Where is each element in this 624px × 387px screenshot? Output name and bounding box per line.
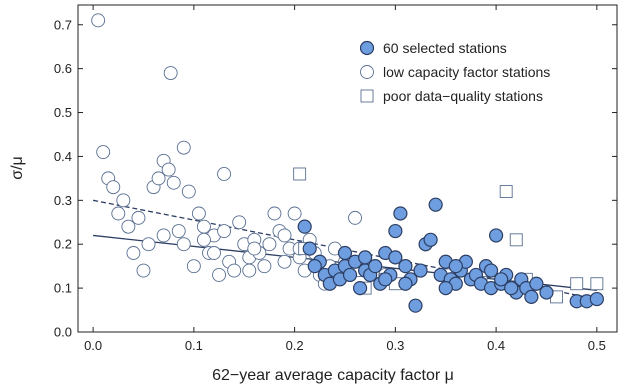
low-capacity-point (91, 13, 106, 28)
low-capacity-point (348, 210, 363, 225)
legend-marker (359, 40, 375, 56)
selected-station-point (483, 263, 499, 278)
low-capacity-point (242, 263, 257, 278)
selected-station-point (504, 281, 519, 296)
low-capacity-point (196, 219, 211, 234)
low-capacity-point (196, 232, 211, 247)
legend-label: poor data−quality stations (383, 88, 543, 104)
selected-station-point (494, 272, 509, 287)
selected-station-point (337, 245, 353, 261)
selected-station-point (368, 259, 383, 274)
y-axis-ticks: 0.0 0.1 0.2 0.3 0.4 0.5 0.6 0.7 (54, 17, 617, 340)
low-capacity-point (96, 145, 111, 159)
x-axis-label: 62−year average capacity factor μ (212, 367, 454, 384)
selected-station-point (393, 206, 408, 221)
x-axis-ticks: 0.0 0.1 0.2 0.3 0.4 0.5 (84, 5, 606, 353)
low-capacity-point (191, 206, 206, 221)
low-capacity-point (156, 228, 171, 243)
low-capacity-point (207, 246, 221, 260)
selected-station-point (398, 259, 413, 274)
x-tick-label: 0.4 (487, 338, 505, 353)
low-capacity-point (121, 219, 136, 234)
selected-station-point (297, 219, 312, 234)
selected-station-point (413, 263, 428, 278)
y-tick-label: 0.2 (54, 237, 72, 252)
selected-station-point (342, 267, 358, 283)
low-capacity-point (181, 184, 196, 199)
selected-station-point (302, 241, 317, 256)
low-capacity-point (287, 206, 302, 221)
selected-station-point (539, 285, 554, 300)
selected-station-point (388, 223, 403, 239)
y-axis-label: σ/μ (9, 156, 26, 180)
selected-station-point (428, 197, 443, 212)
low-capacity-point (232, 215, 247, 230)
selected-station-point (489, 228, 504, 243)
low-capacity-point (106, 180, 121, 195)
low-capacity-point (227, 263, 242, 278)
low-capacity-point (161, 162, 176, 177)
y-tick-label: 0.0 (54, 325, 72, 340)
selected-station-point (408, 298, 423, 313)
low-capacity-point (136, 263, 151, 278)
y-tick-label: 0.5 (54, 105, 72, 120)
selected-station-point (524, 289, 539, 304)
y-tick-label: 0.1 (54, 281, 72, 296)
selected-station-point (529, 276, 544, 291)
low-capacity-point (277, 228, 292, 243)
poor-quality-point (570, 277, 584, 291)
low-capacity-point (126, 246, 141, 260)
poor-quality-point (509, 233, 523, 247)
low-capacity-point (176, 140, 191, 155)
low-capacity-point (217, 224, 232, 238)
low-capacity-point (217, 167, 232, 181)
selected-station-point (388, 250, 403, 265)
selected-station-point (378, 272, 393, 287)
y-tick-label: 0.4 (54, 149, 72, 164)
legend: 60 selected stations low capacity factor … (359, 40, 550, 104)
y-tick-label: 0.6 (54, 61, 72, 76)
low-capacity-point (151, 171, 166, 186)
legend-marker (360, 89, 374, 103)
low-capacity-point (277, 254, 292, 269)
legend-label: 60 selected stations (383, 40, 507, 56)
x-tick-label: 0.1 (185, 338, 203, 353)
selected-station-point (589, 291, 604, 307)
low-capacity-point (212, 267, 226, 282)
selected-station-point (438, 281, 453, 296)
low-capacity-point (186, 259, 201, 274)
poor-quality-point (590, 277, 604, 291)
legend-marker (360, 65, 374, 79)
x-tick-label: 0.2 (286, 338, 304, 353)
legend-label: low capacity factor stations (383, 64, 550, 80)
selected-station-point (448, 259, 463, 274)
low-capacity-point (257, 259, 272, 274)
low-capacity-point (163, 66, 178, 80)
poor-quality-point (293, 167, 307, 181)
x-tick-label: 0.0 (84, 338, 102, 353)
low-capacity-point (171, 224, 186, 238)
x-tick-label: 0.3 (386, 338, 404, 353)
y-tick-label: 0.3 (54, 193, 72, 208)
poor-quality-point (499, 185, 513, 198)
low-capacity-point (116, 193, 131, 208)
selected-station-point (352, 281, 368, 296)
selected-station-point (398, 276, 413, 291)
low-capacity-point (176, 237, 191, 252)
low-capacity-point (166, 175, 181, 190)
low-capacity-point (247, 241, 262, 256)
plot-frame (77, 4, 618, 333)
low-capacity-point (131, 210, 146, 225)
x-tick-label: 0.5 (588, 338, 606, 353)
low-capacity-point (267, 206, 282, 221)
y-tick-label: 0.7 (54, 17, 72, 32)
low-capacity-point (262, 237, 277, 252)
selected-station-point (423, 232, 438, 247)
data-points (91, 13, 604, 313)
selected-station-point (358, 250, 373, 265)
low-capacity-point (111, 206, 126, 221)
low-capacity-point (141, 237, 156, 252)
selected-station-point (307, 259, 322, 274)
